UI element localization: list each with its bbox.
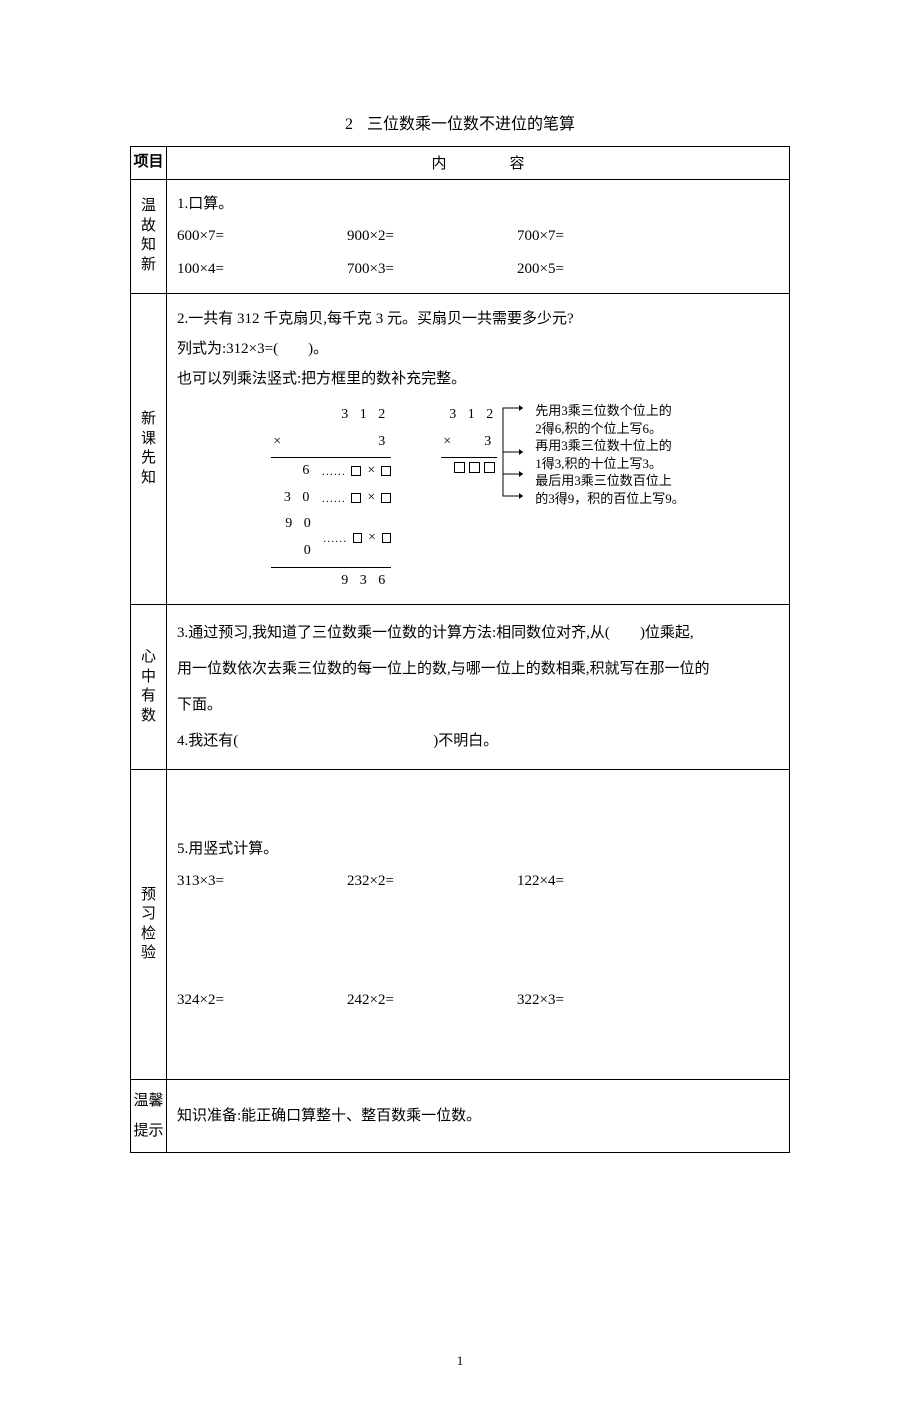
lc-sum: 9 3 6 bbox=[271, 568, 391, 595]
q3-c: 用一位数依次去乘三位数的每一位上的数,与哪一位上的数相乘,积就写在那一位的 bbox=[177, 651, 779, 687]
rc-r1: 3 1 2 bbox=[441, 402, 497, 429]
q2-diagram: 3 1 2 × 3 6 …… × 3 0 …… bbox=[177, 402, 779, 594]
square-icon bbox=[381, 493, 391, 503]
section-2-content: 2.一共有 312 千克扇贝,每千克 3 元。买扇贝一共需要多少元? 列式为:3… bbox=[167, 294, 790, 605]
q3-d: 下面。 bbox=[177, 687, 779, 723]
q1-row1: 600×7= 900×2= 700×7= bbox=[177, 222, 779, 251]
annot-2: 再用3乘三位数十位上的 bbox=[535, 437, 685, 455]
section-2-label: 新课先知 bbox=[131, 294, 167, 605]
q1-item-0: 600×7= bbox=[177, 222, 347, 251]
section-5-label: 温馨提示 bbox=[131, 1080, 167, 1153]
worksheet-table: 项目 内 容 温故知新 1.口算。 600×7= 900×2= 700×7= 1… bbox=[130, 146, 790, 1153]
q5-r2-0: 324×2= bbox=[177, 986, 347, 1015]
square-icon bbox=[469, 462, 480, 473]
square-icon bbox=[454, 462, 465, 473]
annot-1: 2得6,积的个位上写6。 bbox=[535, 420, 685, 438]
annot-4: 最后用3乘三位数百位上 bbox=[535, 472, 685, 490]
page-number: 1 bbox=[130, 1353, 790, 1369]
section-4-label: 预习检验 bbox=[131, 770, 167, 1080]
bracket-icon bbox=[501, 402, 531, 502]
square-icon bbox=[484, 462, 495, 473]
section-1-content: 1.口算。 600×7= 900×2= 700×7= 100×4= 700×3=… bbox=[167, 179, 790, 294]
square-icon bbox=[353, 533, 362, 543]
q2-line1: 2.一共有 312 千克扇贝,每千克 3 元。买扇贝一共需要多少元? bbox=[177, 304, 779, 334]
q4-b: )不明白。 bbox=[433, 733, 498, 749]
rc-mult-sign: × bbox=[443, 429, 451, 456]
lc-r2: 3 bbox=[378, 429, 391, 456]
square-icon bbox=[381, 466, 391, 476]
annotations: 先用3乘三位数个位上的 2得6,积的个位上写6。 再用3乘三位数十位上的 1得3… bbox=[535, 402, 685, 507]
section-3-label: 心中有数 bbox=[131, 605, 167, 770]
q5-title: 5.用竖式计算。 bbox=[177, 835, 779, 864]
lc-p1: 6 bbox=[302, 458, 315, 485]
header-col1: 项目 bbox=[131, 147, 167, 180]
lc-p3: 9 0 0 bbox=[271, 511, 317, 564]
q1-item-4: 700×3= bbox=[347, 255, 517, 284]
q5-r1-0: 313×3= bbox=[177, 867, 347, 896]
q5-r1-1: 232×2= bbox=[347, 867, 517, 896]
q5-r2-2: 322×3= bbox=[517, 986, 687, 1015]
annot-5: 的3得9，积的百位上写9。 bbox=[535, 490, 685, 508]
q1-item-5: 200×5= bbox=[517, 255, 687, 284]
section-5-content: 知识准备:能正确口算整十、整百数乘一位数。 bbox=[167, 1080, 790, 1153]
q2-line3: 也可以列乘法竖式:把方框里的数补充完整。 bbox=[177, 364, 779, 394]
right-diagram: 3 1 2 × 3 bbox=[441, 402, 685, 507]
q1-title: 1.口算。 bbox=[177, 190, 779, 219]
lc-mult-sign: × bbox=[271, 429, 281, 456]
q1-item-3: 100×4= bbox=[177, 255, 347, 284]
square-icon bbox=[351, 493, 361, 503]
q5-r1-2: 122×4= bbox=[517, 867, 687, 896]
lc-r1: 3 1 2 bbox=[271, 402, 391, 429]
rc-r2: 3 bbox=[484, 429, 495, 456]
page-title: 2 三位数乘一位数不进位的笔算 bbox=[130, 110, 790, 134]
right-vertical-calc: 3 1 2 × 3 bbox=[441, 402, 497, 477]
lc-p2: 3 0 bbox=[284, 485, 316, 512]
q3-a: 3.通过预习,我知道了三位数乘一位数的计算方法:相同数位对齐,从( bbox=[177, 625, 610, 641]
section-1-label: 温故知新 bbox=[131, 179, 167, 294]
square-icon bbox=[382, 533, 391, 543]
square-icon bbox=[351, 466, 361, 476]
q1-item-1: 900×2= bbox=[347, 222, 517, 251]
annot-0: 先用3乘三位数个位上的 bbox=[535, 402, 685, 420]
tip-text: 知识准备:能正确口算整十、整百数乘一位数。 bbox=[177, 1102, 779, 1131]
q1-row2: 100×4= 700×3= 200×5= bbox=[177, 255, 779, 284]
annot-3: 1得3,积的十位上写3。 bbox=[535, 455, 685, 473]
q5-row2: 324×2= 242×2= 322×3= bbox=[177, 986, 779, 1015]
header-col2: 内 容 bbox=[167, 147, 790, 180]
q3-b: )位乘起, bbox=[640, 625, 694, 641]
section-4-content: 5.用竖式计算。 313×3= 232×2= 122×4= 324×2= 242… bbox=[167, 770, 790, 1080]
section-3-content: 3.通过预习,我知道了三位数乘一位数的计算方法:相同数位对齐,从( )位乘起, … bbox=[167, 605, 790, 770]
q5-row1: 313×3= 232×2= 122×4= bbox=[177, 867, 779, 896]
q1-item-2: 700×7= bbox=[517, 222, 687, 251]
left-vertical-calc: 3 1 2 × 3 6 …… × 3 0 …… bbox=[271, 402, 391, 594]
q2-line2: 列式为:312×3=( )。 bbox=[177, 334, 779, 364]
title-text: 三位数乘一位数不进位的笔算 bbox=[367, 116, 575, 133]
q4-a: 4.我还有( bbox=[177, 733, 238, 749]
q5-r2-1: 242×2= bbox=[347, 986, 517, 1015]
title-number: 2 bbox=[345, 116, 353, 133]
